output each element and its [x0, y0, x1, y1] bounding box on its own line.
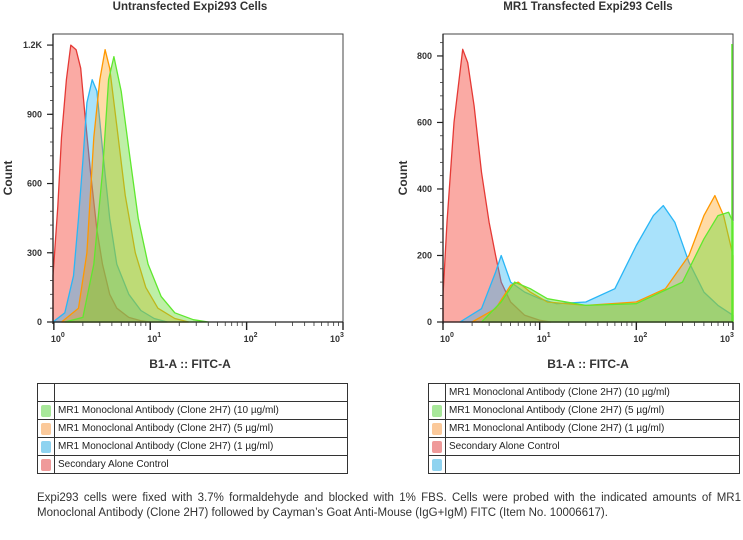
x-tick-label: 101 — [147, 332, 161, 344]
legend-swatch — [41, 422, 51, 435]
x-tick-base: 10 — [51, 334, 61, 344]
legend-row: MR1 Monoclonal Antibody (Clone 2H7) (5 µ… — [37, 419, 348, 438]
y-tick-label: 900 — [27, 109, 42, 119]
legend-swatch-cell — [428, 419, 446, 438]
legend-swatch — [432, 458, 442, 471]
x-tick-label: 100 — [440, 332, 454, 344]
x-tick-base: 10 — [147, 334, 157, 344]
histogram-charts: Untransfected Expi293 Cells03006009001.2… — [1, 1, 734, 371]
legend-swatch-cell — [428, 437, 446, 456]
x-tick-label: 102 — [633, 332, 647, 344]
x-tick-label: 101 — [537, 332, 551, 344]
legend-swatch-cell — [37, 383, 55, 402]
legend-label: Secondary Alone Control — [54, 455, 348, 474]
x-axis-label: B1-A :: FITC-A — [547, 357, 629, 371]
legend-row: MR1 Monoclonal Antibody (Clone 2H7) (1 µ… — [37, 437, 348, 456]
series-area-0 — [52, 44, 151, 323]
x-tick-exponent: 0 — [61, 332, 65, 339]
x-tick-base: 10 — [633, 334, 643, 344]
legend-swatch — [41, 458, 51, 471]
legend-row: Secondary Alone Control — [37, 455, 348, 474]
legend-row: MR1 Monoclonal Antibody (Clone 2H7) (5 µ… — [428, 401, 740, 420]
x-tick-label: 100 — [51, 332, 65, 344]
series-area-3 — [64, 55, 209, 323]
chart-0: Untransfected Expi293 Cells 0 300 600 900 1.2… — [1, 1, 344, 371]
legend-swatch-cell — [37, 401, 55, 420]
y-tick-label: 600 — [417, 117, 432, 127]
x-tick-exponent: 2 — [254, 332, 258, 339]
x-tick-exponent: 3 — [730, 332, 734, 339]
x-tick-label: 103 — [330, 332, 344, 344]
x-tick-label: 103 — [720, 332, 734, 344]
legend-row: MR1 Monoclonal Antibody (Clone 2H7) (10 … — [428, 383, 740, 402]
x-tick-base: 10 — [537, 334, 547, 344]
chart-title: Untransfected Expi293 Cells — [113, 1, 268, 13]
legend-row: MR1 Monoclonal Antibody (Clone 2H7) (1 µ… — [428, 419, 740, 438]
legend-label: MR1 Monoclonal Antibody (Clone 2H7) (10 … — [54, 401, 348, 420]
series-area-2 — [471, 194, 734, 323]
y-tick-label: 1.2K — [23, 40, 43, 50]
legend-swatch-cell — [37, 419, 55, 438]
x-tick-label: 102 — [244, 332, 258, 344]
legend-label: Secondary Alone Control — [445, 437, 740, 456]
legend-label: MR1 Monoclonal Antibody (Clone 2H7) (1 µ… — [54, 437, 348, 456]
x-tick-base: 10 — [330, 334, 340, 344]
chart-1: MR1 Transfected Expi293 Cells 0 200 400 600 8… — [396, 1, 734, 371]
series-area-1 — [459, 204, 734, 323]
y-axis-label: Count — [1, 161, 15, 196]
legend-row — [428, 455, 740, 474]
legend-left: MR1 Monoclonal Antibody (Clone 2H7) (10 … — [37, 383, 348, 474]
y-tick-label: 0 — [427, 317, 432, 327]
y-tick-label: 0 — [37, 317, 42, 327]
y-tick-label: 600 — [27, 179, 42, 189]
legend-swatch-cell — [37, 437, 55, 456]
legend-right: MR1 Monoclonal Antibody (Clone 2H7) (10 … — [428, 383, 740, 474]
chart-title: MR1 Transfected Expi293 Cells — [503, 1, 672, 13]
y-axis-label: Count — [396, 161, 410, 196]
legend-swatch — [432, 440, 442, 453]
legend-row — [37, 383, 348, 402]
legend-row: MR1 Monoclonal Antibody (Clone 2H7) (10 … — [37, 401, 348, 420]
y-tick-label: 800 — [417, 51, 432, 61]
legend-swatch-cell — [428, 383, 446, 402]
y-tick-label: 400 — [417, 184, 432, 194]
legend-swatch — [432, 404, 442, 417]
legend-label — [54, 383, 348, 402]
x-tick-base: 10 — [244, 334, 254, 344]
legend-label: MR1 Monoclonal Antibody (Clone 2H7) (5 µ… — [54, 419, 348, 438]
series-area-0 — [442, 48, 552, 323]
legend-swatch-cell — [428, 455, 446, 474]
series-area-1 — [52, 79, 168, 323]
legend-label — [445, 455, 740, 474]
legend-label: MR1 Monoclonal Antibody (Clone 2H7) (5 µ… — [445, 401, 740, 420]
legend-label: MR1 Monoclonal Antibody (Clone 2H7) (1 µ… — [445, 419, 740, 438]
y-tick-label: 200 — [417, 250, 432, 260]
legend-swatch — [41, 404, 51, 417]
x-tick-exponent: 2 — [643, 332, 647, 339]
x-tick-exponent: 3 — [340, 332, 344, 339]
legend-swatch — [41, 440, 51, 453]
series-area-2 — [60, 49, 190, 323]
x-axis-label: B1-A :: FITC-A — [149, 357, 231, 371]
legend-swatch-cell — [37, 455, 55, 474]
x-tick-base: 10 — [720, 334, 730, 344]
x-tick-exponent: 0 — [450, 332, 454, 339]
legend-row: Secondary Alone Control — [428, 437, 740, 456]
legend-swatch-cell — [428, 401, 446, 420]
legend-swatch — [432, 422, 442, 435]
x-tick-base: 10 — [440, 334, 450, 344]
figure-caption: Expi293 cells were fixed with 3.7% forma… — [37, 492, 741, 519]
legend-label: MR1 Monoclonal Antibody (Clone 2H7) (10 … — [445, 383, 740, 402]
y-tick-label: 300 — [27, 248, 42, 258]
x-tick-exponent: 1 — [157, 332, 161, 339]
x-tick-exponent: 1 — [547, 332, 551, 339]
